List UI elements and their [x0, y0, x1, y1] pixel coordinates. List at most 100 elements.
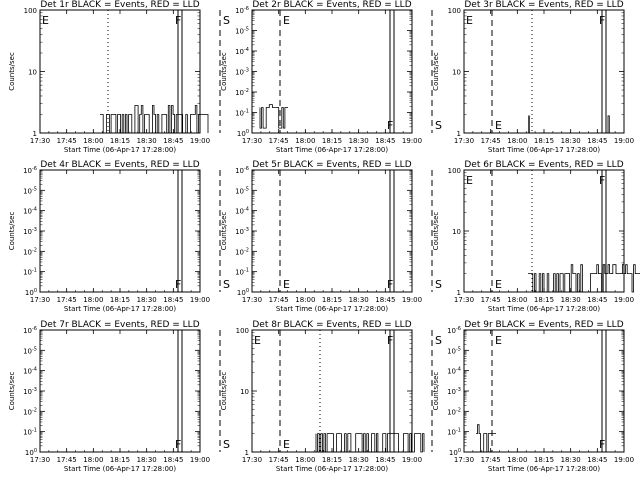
panel-title: Det 2r BLACK = Events, RED = LLD — [252, 0, 411, 10]
x-tick-label: 18:30 — [349, 137, 369, 145]
x-tick-label: 18:00 — [295, 296, 315, 304]
panel-title: Det 6r BLACK = Events, RED = LLD — [464, 160, 623, 170]
panel-title: Det 7r BLACK = Events, RED = LLD — [40, 320, 199, 330]
x-tick-label: 18:15 — [110, 296, 130, 304]
x-tick-label: 17:30 — [242, 137, 262, 145]
x-tick-label: 17:45 — [481, 137, 501, 145]
x-tick-label: 18:15 — [110, 456, 130, 464]
x-tick-label: 19:00 — [190, 137, 210, 145]
x-tick-label: 17:30 — [30, 456, 50, 464]
x-tick-label: 18:00 — [83, 137, 103, 145]
x-tick-label: 17:45 — [481, 456, 501, 464]
y-tick-label: 100 — [24, 7, 37, 15]
marker-label: S — [435, 119, 442, 132]
x-tick-label: 17:45 — [57, 456, 77, 464]
y-tick-label: 10-3 — [235, 227, 249, 236]
y-tick-label: 10 — [452, 69, 461, 77]
y-axis-label: Counts/sec — [432, 372, 440, 411]
marker-label: E — [495, 334, 502, 347]
x-tick-label: 18:30 — [349, 456, 369, 464]
marker-label: S — [223, 438, 230, 451]
y-axis-label: Counts/sec — [432, 212, 440, 251]
y-tick-label: 100 — [448, 167, 461, 175]
y-tick-label: 10-4 — [235, 47, 249, 56]
x-tick-label: 19:00 — [614, 296, 634, 304]
x-tick-label: 18:45 — [375, 137, 395, 145]
x-tick-label: 18:30 — [137, 456, 157, 464]
x-tick-label: 18:15 — [534, 137, 554, 145]
y-axis-label: Counts/sec — [220, 52, 228, 91]
event-trace — [315, 433, 425, 453]
y-tick-label: 1 — [245, 449, 249, 457]
y-tick-label: 100 — [25, 448, 37, 457]
panel-title: Det 9r BLACK = Events, RED = LLD — [464, 320, 623, 330]
detector-panel: Det 6r BLACK = Events, RED = LLD Counts/s… — [432, 160, 640, 313]
y-tick-label: 1 — [457, 130, 461, 138]
y-tick-label: 10-2 — [235, 247, 249, 256]
y-axis-label: Counts/sec — [220, 372, 228, 411]
x-tick-label: 18:30 — [561, 296, 581, 304]
x-tick-label: 17:30 — [30, 137, 50, 145]
x-tick-label: 17:30 — [242, 296, 262, 304]
marker-label: F — [175, 278, 181, 291]
x-tick-label: 18:30 — [349, 296, 369, 304]
event-trace — [259, 104, 288, 129]
y-tick-label: 100 — [237, 129, 249, 138]
marker-label: S — [435, 278, 442, 291]
x-tick-label: 18:15 — [322, 296, 342, 304]
marker-label: E — [254, 334, 261, 347]
marker-label: F — [599, 174, 605, 187]
x-tick-label: 18:15 — [322, 456, 342, 464]
marker-label: E — [466, 14, 473, 27]
y-tick-label: 10-1 — [235, 109, 249, 118]
x-tick-label: 17:30 — [454, 456, 474, 464]
x-tick-label: 18:15 — [534, 296, 554, 304]
x-tick-label: 18:45 — [587, 456, 607, 464]
x-axis-label: Start Time (06-Apr-17 17:28:00) — [64, 465, 176, 473]
x-tick-label: 18:15 — [322, 137, 342, 145]
x-tick-label: 19:00 — [190, 296, 210, 304]
y-tick-label: 10 — [240, 388, 249, 396]
x-axis-label: Start Time (06-Apr-17 17:28:00) — [276, 305, 388, 313]
y-tick-label: 100 — [449, 448, 461, 457]
x-tick-label: 18:30 — [561, 456, 581, 464]
y-tick-label: 10-5 — [235, 27, 249, 36]
panel-title: Det 8r BLACK = Events, RED = LLD — [252, 320, 411, 330]
x-axis-label: Start Time (06-Apr-17 17:28:00) — [64, 305, 176, 313]
y-tick-label: 10 — [28, 69, 37, 77]
x-tick-label: 17:45 — [57, 137, 77, 145]
y-tick-label: 10-2 — [23, 407, 37, 416]
x-tick-label: 19:00 — [614, 456, 634, 464]
event-trace — [528, 264, 640, 293]
marker-label: F — [387, 119, 393, 132]
x-tick-label: 18:45 — [163, 296, 183, 304]
y-tick-label: 10-6 — [23, 166, 37, 175]
marker-label: E — [495, 119, 502, 132]
detector-panel: Det 7r BLACK = Events, RED = LLD Counts/s… — [8, 320, 290, 473]
x-tick-label: 18:45 — [163, 137, 183, 145]
x-tick-label: 18:15 — [110, 137, 130, 145]
plot-frame — [251, 169, 413, 293]
y-tick-label: 10-1 — [447, 428, 461, 437]
x-axis-label: Start Time (06-Apr-17 17:28:00) — [64, 146, 176, 154]
y-tick-label: 10-1 — [23, 268, 37, 277]
x-tick-label: 17:30 — [30, 296, 50, 304]
y-axis-label: Counts/sec — [8, 52, 16, 91]
y-tick-label: 10-6 — [235, 6, 249, 15]
x-tick-label: 19:00 — [402, 137, 422, 145]
marker-label: E — [283, 278, 290, 291]
y-tick-label: 10-1 — [235, 268, 249, 277]
detector-panel: Det 3r BLACK = Events, RED = LLD Counts/s… — [432, 0, 634, 154]
y-tick-label: 10-1 — [23, 428, 37, 437]
plot-frame — [39, 329, 201, 453]
marker-label: F — [599, 438, 605, 451]
marker-label: E — [283, 14, 290, 27]
y-axis-label: Counts/sec — [8, 212, 16, 251]
x-axis-label: Start Time (06-Apr-17 17:28:00) — [488, 465, 600, 473]
y-tick-label: 10-5 — [23, 346, 37, 355]
y-tick-label: 10-6 — [235, 166, 249, 175]
x-tick-label: 18:45 — [587, 296, 607, 304]
y-axis-label: Counts/sec — [432, 52, 440, 91]
y-tick-label: 10-5 — [23, 186, 37, 195]
